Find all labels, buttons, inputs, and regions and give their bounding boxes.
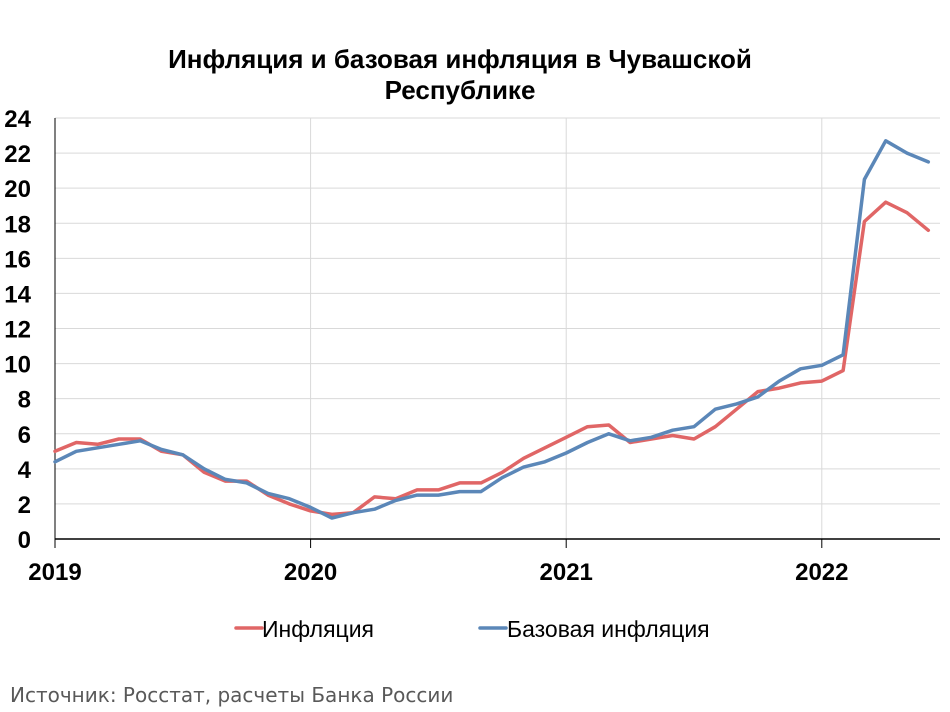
chart-title: Инфляция и базовая инфляция в Чувашской … <box>40 44 880 106</box>
chart-title-line-2: Республике <box>384 75 536 105</box>
y-tick-label: 8 <box>18 387 31 414</box>
y-tick-label: 24 <box>4 106 31 133</box>
source-note: Источник: Росстат, расчеты Банка России <box>10 683 454 707</box>
x-tick-label: 2022 <box>795 559 848 586</box>
y-tick-label: 0 <box>18 527 31 554</box>
chart-title-line-1: Инфляция и базовая инфляция в Чувашской <box>168 44 752 74</box>
x-tick-label: 2021 <box>540 559 593 586</box>
legend: Инфляция Базовая инфляция <box>234 616 710 642</box>
y-tick-label: 10 <box>4 352 31 379</box>
y-tick-label: 12 <box>4 317 31 344</box>
y-tick-label: 18 <box>4 211 31 238</box>
series-line-1 <box>53 200 931 517</box>
x-tick-label: 2019 <box>28 559 81 586</box>
y-tick-label: 20 <box>4 176 31 203</box>
series-line-2 <box>53 139 931 520</box>
y-tick-label: 6 <box>18 422 31 449</box>
y-tick-label: 4 <box>18 457 32 484</box>
y-tick-label: 14 <box>4 281 31 308</box>
x-tick-label: 2020 <box>284 559 337 586</box>
y-tick-label: 16 <box>4 246 31 273</box>
grid <box>54 117 940 540</box>
series <box>53 139 931 520</box>
legend-label-2: Базовая инфляция <box>507 616 710 642</box>
y-tick-label: 2 <box>18 492 31 519</box>
legend-label-1: Инфляция <box>262 616 374 642</box>
y-tick-label: 22 <box>4 141 31 168</box>
